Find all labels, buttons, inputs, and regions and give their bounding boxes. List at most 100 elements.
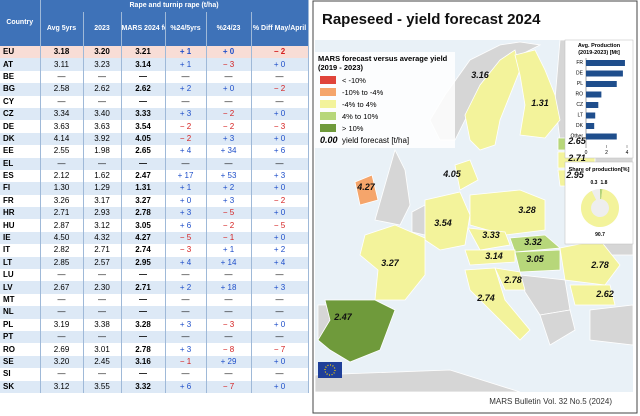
country-area — [359, 224, 426, 301]
value-cell: — — [40, 368, 84, 381]
map: 3.16 1.31 2.65 2.71 2.95 4.05 4.27 3.28 3.54 3.33… — [314, 39, 634, 393]
value-cell: − 2 — [206, 107, 252, 121]
bar — [586, 91, 602, 98]
value-cell: 1.98 — [83, 145, 122, 158]
value-cell: + 29 — [206, 355, 252, 369]
col-header: Avg 5yrs — [40, 12, 84, 46]
country-cell: ES — [0, 169, 41, 183]
donut-slice — [600, 189, 603, 200]
country-cell: SE — [0, 355, 41, 369]
yield-label: 2.95 — [565, 170, 585, 180]
value-cell: 3.63 — [83, 120, 122, 133]
country-area — [494, 267, 526, 291]
value-cell: − 3 — [251, 120, 309, 133]
legend-box — [315, 52, 455, 148]
value-cell: 2.74 — [121, 244, 166, 257]
y-tick-label: DE — [576, 71, 584, 77]
value-cell: + 4 — [251, 256, 309, 270]
country-cell: EL — [0, 157, 41, 170]
value-cell: − 3 — [206, 318, 252, 331]
col-header: MARS 2024 forecasts — [121, 12, 166, 46]
chart-title: Share of production[%] — [569, 167, 630, 173]
country-cell: AT — [0, 58, 41, 71]
table-row: FI 1.30 1.29 1.31 + 1 + 2 + 0 — [0, 182, 309, 195]
value-cell: 2.85 — [40, 256, 84, 270]
yield-label: 3.33 — [482, 230, 500, 240]
table-row: FR 3.26 3.17 3.27 + 0 + 3− 2 — [0, 194, 309, 208]
value-cell: — — [165, 95, 207, 108]
value-cell: + 2 — [251, 244, 309, 257]
value-cell: — — [251, 306, 309, 319]
value-cell: 3.33 — [121, 107, 166, 121]
value-cell: − 2 — [165, 132, 207, 146]
table-row: BG 2.58 2.62 2.62 + 2 + 0− 2 — [0, 83, 309, 96]
value-cell: + 3 — [251, 281, 309, 294]
value-cell: — — [251, 157, 309, 170]
country-cell: DK — [0, 132, 41, 146]
bar — [586, 112, 596, 119]
slice-label: 0.3 — [591, 180, 598, 186]
value-cell: 3.20 — [83, 46, 122, 59]
value-cell: — — [40, 157, 84, 170]
country-cell: HR — [0, 207, 41, 220]
y-tick-label: RO — [576, 92, 584, 98]
yield-label: 4.27 — [356, 182, 376, 192]
country-cell: HU — [0, 219, 41, 232]
table-row: NL — — — — — — — [0, 306, 309, 319]
country-cell: LV — [0, 281, 41, 294]
value-cell: 3.34 — [40, 107, 84, 121]
value-cell: + 0 — [251, 355, 309, 369]
yield-label: 2.74 — [476, 293, 495, 303]
value-cell: 2.12 — [40, 169, 84, 183]
table-row: HR 2.71 2.93 2.78 + 3− 5 + 0 — [0, 207, 309, 220]
value-cell: — — [251, 293, 309, 307]
value-cell: 2.71 — [83, 244, 122, 257]
value-cell: 2.67 — [40, 281, 84, 294]
value-cell: 2.71 — [40, 207, 84, 220]
table-row: RO 2.69 3.01 2.78 + 3− 8− 7 — [0, 343, 309, 356]
value-cell: — — [206, 70, 252, 84]
legend-swatch — [320, 76, 336, 84]
value-cell: — — [165, 368, 207, 381]
value-cell: − 1 — [165, 355, 207, 369]
bar — [586, 81, 617, 87]
legend-label: -10% to -4% — [342, 88, 384, 97]
table-row: AT 3.11 3.23 3.14 + 1− 3 + 0 — [0, 58, 309, 71]
value-cell: 2.55 — [40, 145, 84, 158]
value-cell: + 3 — [165, 107, 207, 121]
value-cell: 2.78 — [121, 343, 166, 356]
value-cell: — — [251, 269, 309, 282]
value-cell: + 0 — [251, 380, 309, 393]
value-cell: — — [121, 368, 166, 381]
value-cell: — — [40, 306, 84, 319]
value-cell: — — [121, 293, 166, 307]
value-cell: + 1 — [165, 46, 207, 59]
value-cell: — — [165, 306, 207, 319]
value-cell: + 18 — [206, 281, 252, 294]
yield-label: 3.05 — [526, 254, 545, 264]
table-row: SI — — — — — — — [0, 368, 309, 381]
table-row: ES 2.12 1.62 2.47 + 17 + 53 + 3 — [0, 169, 309, 183]
value-cell: — — [165, 293, 207, 307]
value-cell: — — [251, 95, 309, 108]
country-area — [454, 159, 479, 191]
value-cell: — — [40, 95, 84, 108]
value-cell: + 1 — [206, 244, 252, 257]
country-area — [354, 174, 379, 206]
value-cell: − 3 — [165, 244, 207, 257]
value-cell: — — [40, 70, 84, 84]
value-cell: — — [83, 293, 122, 307]
yield-label: 4.05 — [442, 169, 462, 179]
legend-label: > 10% — [342, 124, 364, 133]
map-panel: Rapeseed - yield forecast 2024 — [312, 0, 638, 414]
legend-title: MARS forecast versus average yield — [318, 54, 448, 63]
value-cell: 2.62 — [83, 83, 122, 96]
value-cell: — — [83, 306, 122, 319]
table-row: PL 3.19 3.38 3.28 + 3− 3 + 0 — [0, 318, 309, 331]
value-cell: 3.26 — [40, 194, 84, 208]
yield-label: 2.47 — [333, 312, 353, 322]
bar — [586, 133, 617, 140]
value-cell: 3.23 — [83, 58, 122, 71]
bar — [586, 123, 595, 129]
